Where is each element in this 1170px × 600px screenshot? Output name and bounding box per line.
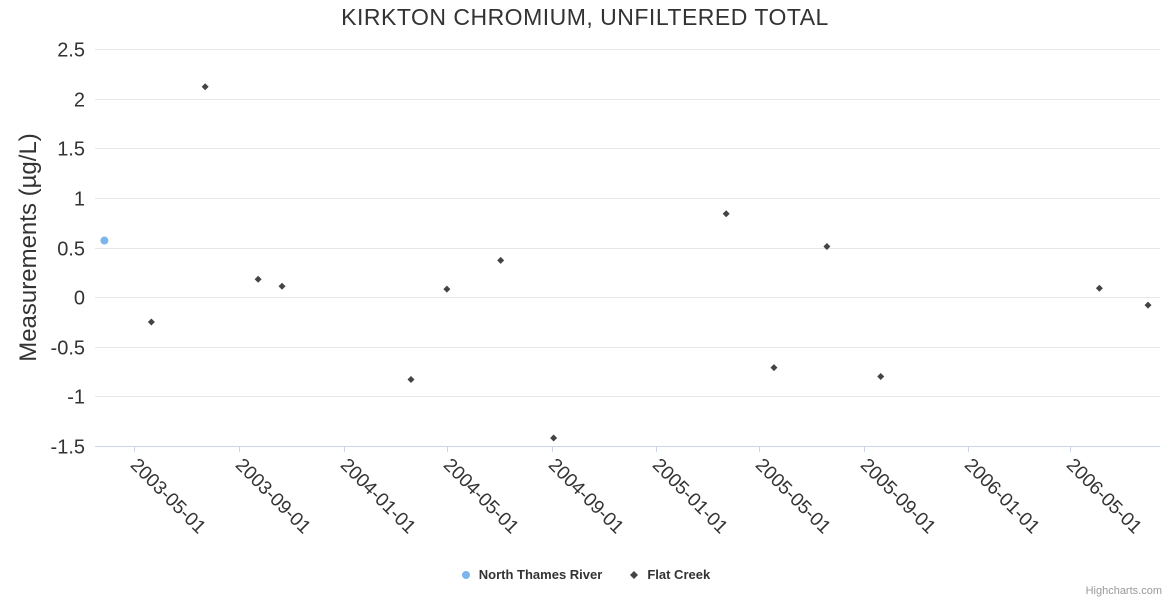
legend-item-flat-creek[interactable]: Flat Creek (628, 567, 710, 582)
data-point[interactable] (147, 318, 155, 326)
y-axis-tick-label: 0 (74, 288, 85, 310)
data-point[interactable] (278, 282, 286, 290)
y-axis-tick-label: -1.5 (51, 437, 85, 459)
data-point[interactable] (254, 275, 262, 283)
data-point[interactable] (550, 434, 558, 442)
y-axis-tick-label: 1 (74, 189, 85, 211)
legend-label: North Thames River (478, 567, 603, 582)
y-axis-tick-label: -0.5 (51, 338, 85, 360)
y-axis-title: Measurements (µg/L) (15, 133, 42, 362)
legend-label: Flat Creek (647, 567, 711, 582)
data-point[interactable] (1095, 284, 1103, 292)
data-point[interactable] (877, 373, 885, 381)
y-axis-tick-label: 0.5 (57, 239, 85, 261)
diamond-marker-icon (630, 570, 639, 579)
data-point[interactable] (722, 210, 730, 218)
y-axis-tick-label: -1 (67, 387, 85, 409)
data-point[interactable] (201, 83, 209, 91)
x-axis-tick-label: 2004-01-01 (336, 455, 420, 539)
x-axis-tick-label: 2005-01-01 (648, 455, 732, 539)
data-point[interactable] (443, 285, 451, 293)
x-axis-tick-label: 2006-01-01 (960, 455, 1044, 539)
x-axis-tick-label: 2005-05-01 (751, 455, 835, 539)
legend: North Thames River Flat Creek (0, 567, 1170, 582)
data-point[interactable] (497, 256, 505, 264)
y-axis-tick-label: 2.5 (57, 40, 85, 62)
highcharts-credit-link[interactable]: Highcharts.com (1085, 585, 1162, 597)
legend-item-north-thames-river[interactable]: North Thames River (460, 567, 603, 582)
x-axis-tick-label: 2003-05-01 (126, 455, 210, 539)
y-axis-tick-label: 2 (74, 90, 85, 112)
chart-title: KIRKTON CHROMIUM, UNFILTERED TOTAL (341, 4, 829, 30)
circle-marker-icon (461, 570, 470, 579)
data-point[interactable] (823, 243, 831, 251)
x-axis-tick-label: 2003-09-01 (231, 455, 315, 539)
y-axis-tick-label: 1.5 (57, 139, 85, 161)
data-point[interactable] (1144, 301, 1152, 309)
data-point[interactable] (770, 364, 778, 372)
data-point[interactable] (100, 236, 109, 245)
x-axis-tick-label: 2004-05-01 (439, 455, 523, 539)
data-point[interactable] (407, 376, 415, 384)
x-axis-tick-label: 2004-09-01 (544, 455, 628, 539)
x-axis-tick-label: 2006-05-01 (1062, 455, 1146, 539)
x-axis-tick-label: 2005-09-01 (856, 455, 940, 539)
